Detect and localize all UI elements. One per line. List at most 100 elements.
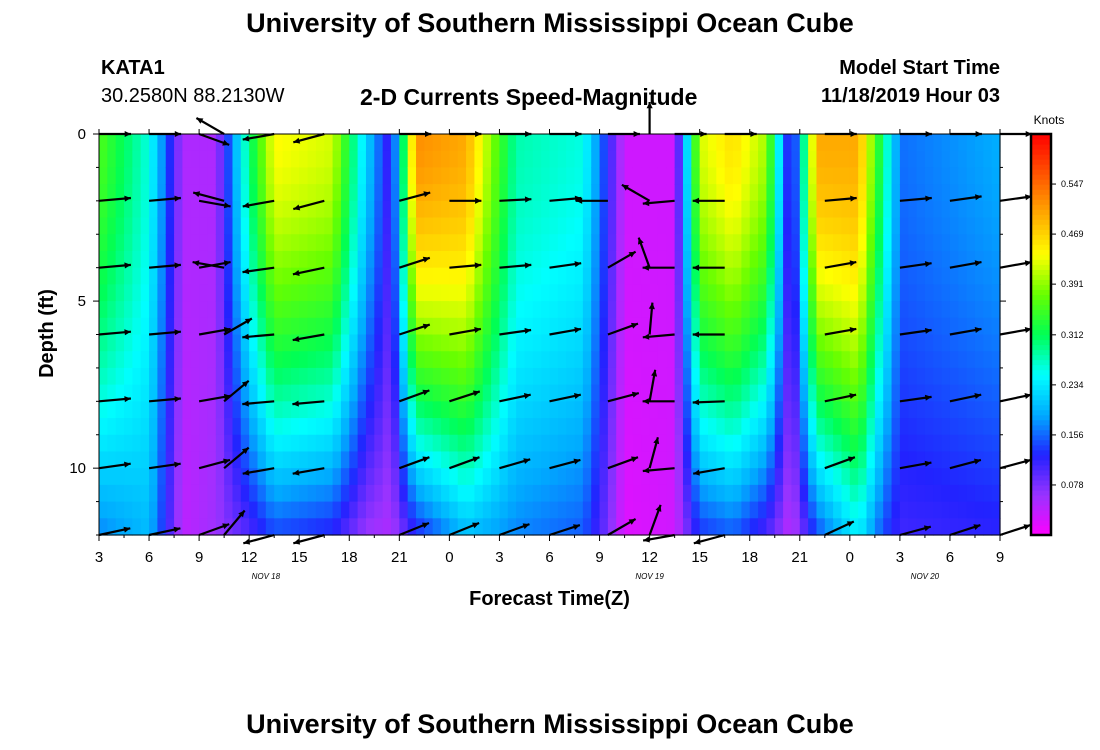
x-tick-label: 15 [291, 549, 308, 566]
heatmap-cell [382, 401, 392, 419]
heatmap-cell [983, 267, 993, 285]
heatmap-cell [908, 484, 918, 503]
heatmap-cell [624, 200, 634, 219]
heatmap-cell [182, 401, 192, 419]
heatmap-cell [340, 167, 350, 185]
heatmap-cell [232, 451, 242, 469]
heatmap-cell [182, 468, 192, 486]
heatmap-cell [274, 518, 284, 536]
colorbar-segment [1031, 514, 1051, 521]
heatmap-cell [140, 418, 150, 436]
current-vector-arrow [607, 391, 640, 403]
colorbar-segment [1031, 194, 1051, 200]
heatmap-cell [307, 451, 317, 469]
heatmap-cell [507, 351, 517, 369]
heatmap-cell [791, 184, 801, 202]
heatmap-cell [315, 284, 325, 302]
heatmap-cell [157, 384, 167, 402]
heatmap-cell [265, 518, 275, 536]
heatmap-cell [958, 351, 968, 369]
current-vector-arrow [899, 460, 932, 470]
heatmap-cell [491, 184, 501, 202]
heatmap-cell [724, 217, 734, 235]
heatmap-cell [983, 501, 993, 519]
heatmap-cell [941, 284, 951, 302]
heatmap-cell [215, 334, 225, 352]
heatmap-cell [649, 334, 659, 352]
heatmap-cell [607, 451, 617, 469]
heatmap-cell [315, 518, 325, 536]
heatmap-cell [282, 401, 292, 419]
heatmap-cell [407, 317, 417, 336]
heatmap-cell [524, 134, 534, 152]
heatmap-cell [866, 250, 876, 269]
heatmap-cell [808, 150, 818, 169]
heatmap-cell [357, 200, 367, 219]
heatmap-cell [407, 468, 417, 486]
colorbar-segment [1031, 259, 1051, 265]
heatmap-cell [883, 401, 893, 419]
heatmap-cell [758, 267, 767, 285]
heatmap-cell [190, 200, 200, 219]
current-vector-arrow [192, 260, 225, 269]
heatmap-cell [357, 250, 367, 269]
heatmap-cell [958, 501, 968, 519]
heatmap-cell [324, 250, 334, 269]
heatmap-cell [574, 234, 584, 252]
heatmap-cell [641, 184, 651, 202]
heatmap-cell [866, 317, 876, 336]
heatmap-cell [582, 351, 592, 369]
heatmap-cell [691, 351, 701, 369]
heatmap-cell [582, 250, 592, 269]
heatmap-cell [290, 284, 300, 302]
heatmap-cell [599, 267, 609, 285]
heatmap-cell [315, 167, 325, 185]
heatmap-cell [182, 317, 192, 336]
heatmap-cell [232, 418, 242, 436]
colorbar-segment [1031, 294, 1051, 301]
heatmap-cell [774, 367, 784, 386]
heatmap-cell [958, 418, 968, 436]
colorbar-tick-label: 0.312 [1061, 330, 1084, 340]
heatmap-cell [524, 301, 534, 319]
heatmap-cell [891, 234, 901, 252]
heatmap-cell [524, 434, 534, 453]
heatmap-cell [774, 250, 784, 269]
heatmap-cell [624, 284, 634, 302]
heatmap-cell [232, 468, 242, 486]
heatmap-cell [816, 484, 826, 503]
current-vector-arrow [293, 132, 325, 144]
heatmap-cell [182, 501, 192, 519]
heatmap-cell [966, 334, 976, 352]
heatmap-cell [799, 434, 809, 453]
heatmap-cell [816, 217, 826, 235]
heatmap-cell [599, 367, 609, 386]
heatmap-cell [157, 501, 167, 519]
heatmap-cell [432, 150, 442, 169]
heatmap-cell [165, 518, 175, 536]
heatmap-cell [349, 250, 359, 269]
heatmap-cell [416, 234, 425, 252]
heatmap-cell [816, 317, 826, 336]
colorbar-segment [1031, 209, 1051, 215]
heatmap-cell [282, 150, 292, 169]
heatmap-cell [507, 367, 517, 386]
heatmap-cell [249, 401, 259, 419]
heatmap-cell [382, 434, 392, 453]
heatmap-cell [482, 451, 492, 469]
heatmap-cell [340, 184, 350, 202]
heatmap-cell [749, 217, 759, 235]
heatmap-cell [374, 317, 384, 336]
model-start-value: 11/18/2019 Hour 03 [820, 85, 1000, 107]
heatmap-cell [783, 284, 793, 302]
heatmap-cell [816, 134, 826, 152]
heatmap-cell [749, 134, 759, 152]
heatmap-cell [933, 451, 943, 469]
heatmap-cell [340, 468, 350, 486]
heatmap-cell [149, 317, 158, 336]
heatmap-cell [657, 317, 667, 336]
heatmap-cell [716, 468, 726, 486]
heatmap-cell [866, 234, 876, 252]
heatmap-cell [866, 384, 876, 402]
heatmap-cell [866, 518, 876, 536]
